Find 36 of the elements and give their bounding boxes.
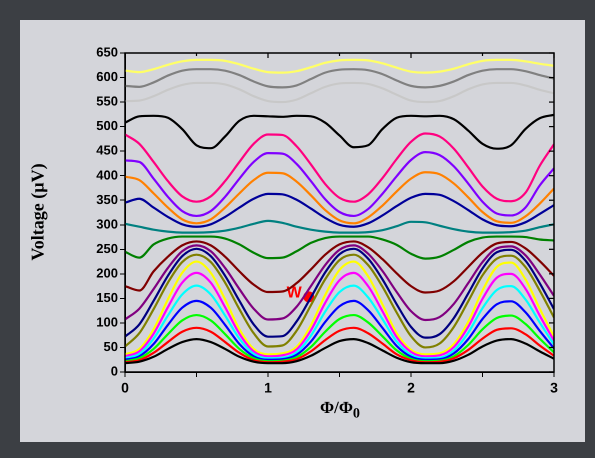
y-tick-label: 350 xyxy=(96,192,118,207)
y-tick-label: 600 xyxy=(96,69,118,84)
line-series xyxy=(125,192,554,228)
y-tick-label: 300 xyxy=(96,216,118,232)
annotation: W xyxy=(286,284,303,302)
line-series xyxy=(125,82,554,104)
line-series xyxy=(125,248,554,339)
y-tick-label: 650 xyxy=(96,44,118,60)
y-tick-label: 450 xyxy=(96,142,118,158)
y-tick-label: 400 xyxy=(96,167,118,182)
line-series xyxy=(125,68,554,88)
x-tick-label: 3 xyxy=(550,379,558,396)
y-tick-label: 550 xyxy=(96,94,118,109)
line-series xyxy=(125,235,554,260)
line-series xyxy=(125,314,554,362)
line-series xyxy=(125,284,554,360)
line-series xyxy=(125,58,554,74)
y-tick-label: 50 xyxy=(104,339,118,354)
x-tick-label: 1 xyxy=(264,379,272,396)
line-series xyxy=(125,300,554,361)
line-series xyxy=(125,171,554,224)
line-series xyxy=(125,151,554,218)
y-tick-label: 250 xyxy=(96,240,118,256)
line-series xyxy=(125,132,554,203)
y-tick-label: 500 xyxy=(96,118,118,134)
y-tick-label: 100 xyxy=(96,314,118,330)
line-series xyxy=(125,220,554,234)
x-tick-label: 0 xyxy=(121,379,130,396)
line-series xyxy=(125,244,554,322)
y-tick-label: 0 xyxy=(110,364,118,379)
x-axis-title: Φ/Φ$_{0}$ xyxy=(319,398,361,422)
line-series xyxy=(125,326,554,364)
y-tick-label: 200 xyxy=(96,265,118,280)
y-tick-label: 150 xyxy=(96,290,118,305)
y-axis-title: Voltage (µV) xyxy=(28,163,48,261)
x-tick-label: 2 xyxy=(407,379,416,396)
